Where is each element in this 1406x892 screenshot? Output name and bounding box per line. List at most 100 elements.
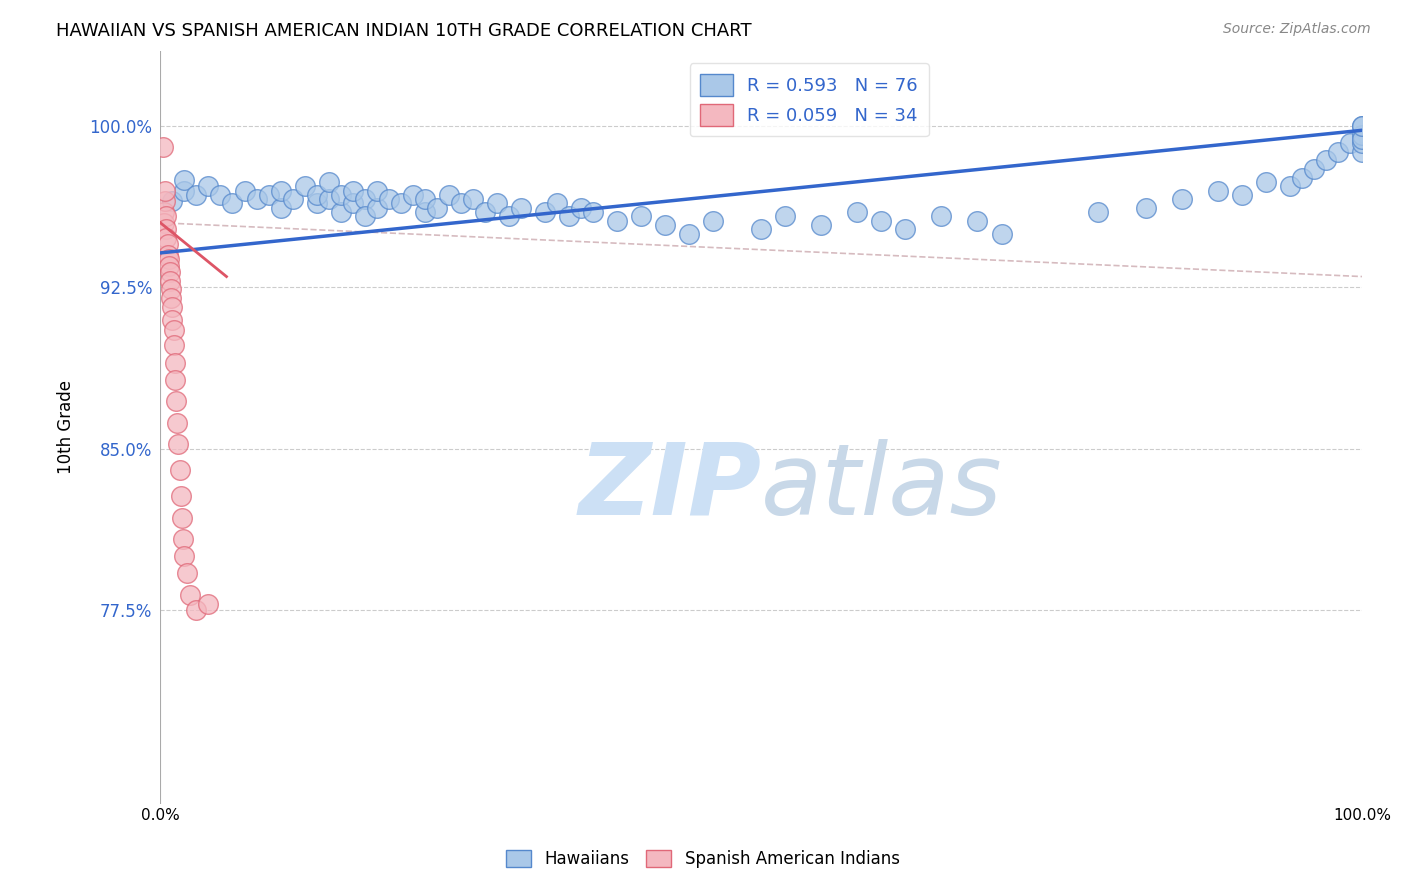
Point	[155, 184, 177, 198]
Text: atlas: atlas	[761, 439, 1002, 536]
Point	[329, 205, 352, 219]
Point	[846, 205, 869, 219]
Point	[485, 196, 508, 211]
Point	[153, 205, 176, 219]
Point	[1327, 145, 1350, 159]
Point	[1351, 119, 1374, 133]
Point	[305, 187, 328, 202]
Point	[197, 597, 219, 611]
Point	[157, 252, 180, 267]
Point	[186, 603, 208, 617]
Point	[1206, 184, 1229, 198]
Point	[1351, 132, 1374, 146]
Point	[426, 201, 449, 215]
Point	[221, 196, 243, 211]
Point	[990, 227, 1012, 241]
Legend: R = 0.593   N = 76, R = 0.059   N = 34: R = 0.593 N = 76, R = 0.059 N = 34	[690, 63, 929, 136]
Point	[773, 210, 796, 224]
Point	[172, 532, 194, 546]
Point	[270, 201, 292, 215]
Point	[450, 196, 472, 211]
Point	[179, 588, 201, 602]
Point	[1303, 161, 1326, 176]
Point	[582, 205, 605, 219]
Point	[402, 187, 425, 202]
Point	[366, 201, 388, 215]
Point	[169, 463, 191, 477]
Point	[160, 291, 183, 305]
Point	[157, 259, 180, 273]
Point	[1254, 175, 1277, 189]
Point	[162, 194, 184, 209]
Point	[546, 196, 568, 211]
Point	[1087, 205, 1109, 219]
Point	[353, 210, 375, 224]
Point	[966, 213, 988, 227]
Point	[318, 192, 340, 206]
Point	[1135, 201, 1157, 215]
Point	[534, 205, 557, 219]
Point	[329, 187, 352, 202]
Point	[678, 227, 700, 241]
Point	[162, 300, 184, 314]
Point	[176, 566, 198, 581]
Point	[630, 210, 652, 224]
Point	[233, 184, 256, 198]
Point	[353, 192, 375, 206]
Point	[1278, 179, 1301, 194]
Point	[305, 196, 328, 211]
Point	[162, 312, 184, 326]
Point	[870, 213, 893, 227]
Point	[1291, 170, 1313, 185]
Text: ZIP: ZIP	[578, 439, 761, 536]
Point	[810, 218, 832, 232]
Point	[163, 356, 186, 370]
Point	[165, 394, 187, 409]
Point	[1315, 153, 1337, 168]
Point	[1351, 136, 1374, 151]
Point	[159, 265, 181, 279]
Point	[1351, 128, 1374, 142]
Point	[558, 210, 581, 224]
Point	[209, 187, 232, 202]
Point	[155, 231, 177, 245]
Point	[1351, 119, 1374, 133]
Point	[1230, 187, 1253, 202]
Point	[160, 283, 183, 297]
Point	[654, 218, 676, 232]
Point	[749, 222, 772, 236]
Point	[437, 187, 460, 202]
Point	[342, 184, 364, 198]
Point	[167, 437, 190, 451]
Point	[153, 216, 176, 230]
Point	[186, 187, 208, 202]
Point	[1171, 192, 1194, 206]
Text: Source: ZipAtlas.com: Source: ZipAtlas.com	[1223, 22, 1371, 37]
Point	[342, 196, 364, 211]
Point	[366, 184, 388, 198]
Y-axis label: 10th Grade: 10th Grade	[58, 380, 75, 475]
Point	[389, 196, 412, 211]
Point	[162, 323, 184, 337]
Point	[931, 210, 953, 224]
Point	[413, 205, 436, 219]
Point	[170, 510, 193, 524]
Point	[702, 213, 724, 227]
Legend: Hawaiians, Spanish American Indians: Hawaiians, Spanish American Indians	[499, 843, 907, 875]
Point	[159, 274, 181, 288]
Point	[156, 248, 179, 262]
Point	[498, 210, 520, 224]
Point	[197, 179, 219, 194]
Point	[461, 192, 484, 206]
Point	[173, 173, 195, 187]
Point	[318, 175, 340, 189]
Point	[270, 184, 292, 198]
Point	[155, 210, 177, 224]
Point	[281, 192, 304, 206]
Text: HAWAIIAN VS SPANISH AMERICAN INDIAN 10TH GRADE CORRELATION CHART: HAWAIIAN VS SPANISH AMERICAN INDIAN 10TH…	[56, 22, 752, 40]
Point	[155, 222, 177, 236]
Point	[294, 179, 316, 194]
Point	[155, 194, 177, 209]
Point	[1351, 145, 1374, 159]
Point	[166, 416, 188, 430]
